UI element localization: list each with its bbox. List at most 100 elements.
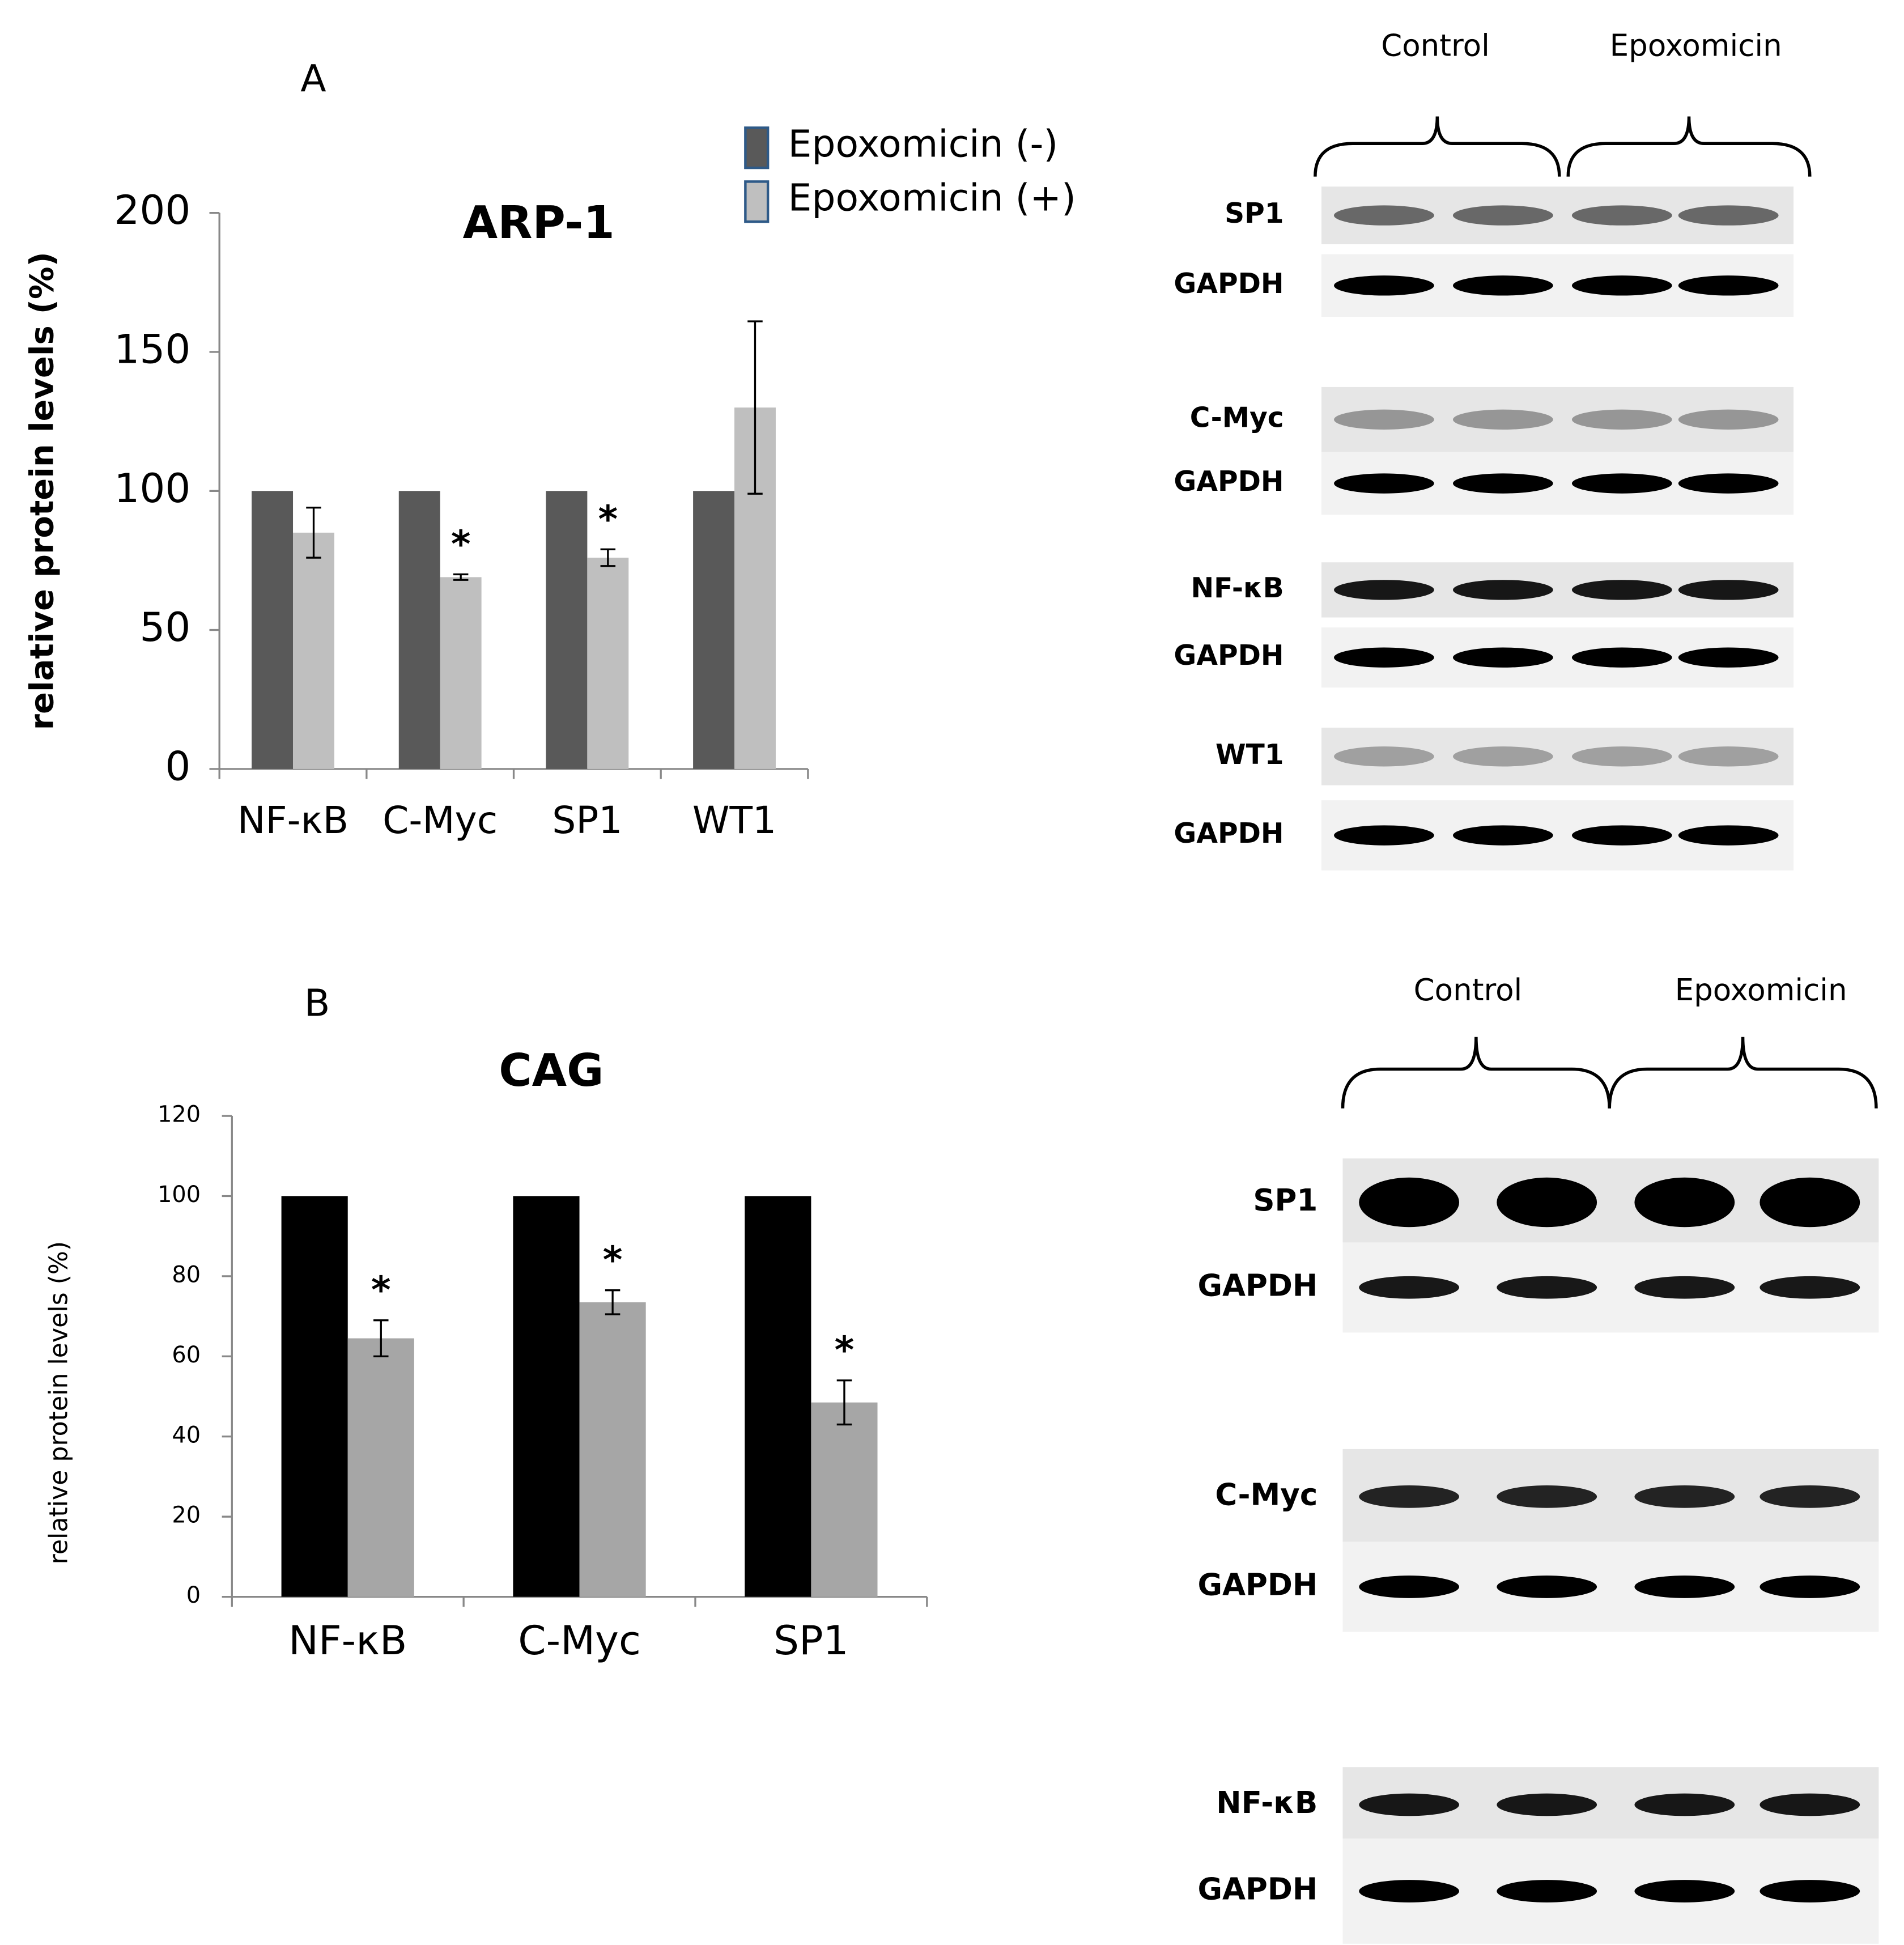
blot-band [1334, 746, 1434, 767]
blot-band [1452, 647, 1553, 668]
bar [811, 1402, 878, 1597]
group-label: Epoxomicin [1610, 28, 1782, 63]
x-tick-label: NF-κB [237, 798, 348, 842]
bar [398, 491, 440, 769]
bracket [1608, 1037, 1878, 1109]
x-tick-label: NF-κB [288, 1617, 407, 1664]
bar [252, 491, 294, 769]
blot-band [1359, 1276, 1460, 1299]
blot-row-label: NF-κB [1191, 572, 1284, 604]
bar [293, 532, 334, 769]
bar [513, 1196, 580, 1597]
blot-band [1334, 409, 1434, 430]
error-bar [605, 1289, 620, 1315]
chart-title: ARP-1 [463, 196, 615, 249]
blot-band [1359, 1485, 1460, 1508]
blot-band [1497, 1485, 1597, 1508]
error-bar [747, 320, 763, 495]
significance-marker: * [371, 1268, 391, 1312]
bar [579, 1302, 646, 1597]
blot-panel [1321, 387, 1794, 452]
blot-band [1452, 275, 1553, 296]
blot-band [1359, 1177, 1460, 1228]
y-tick-label: 0 [186, 1582, 201, 1608]
blot-row-label: GAPDH [1198, 1568, 1318, 1603]
error-bar [306, 507, 321, 559]
blot-band [1497, 1276, 1597, 1299]
blot-band [1678, 746, 1779, 767]
group-label: Control [1381, 28, 1490, 63]
y-axis-label: relative protein levels (%) [45, 1241, 74, 1564]
error-bar [453, 573, 469, 581]
legend-swatch [744, 180, 770, 223]
x-tick-label: SP1 [774, 1617, 849, 1664]
bracket [1314, 116, 1561, 177]
blot-band [1760, 1880, 1860, 1902]
blot-band [1571, 580, 1672, 600]
y-axis-label: relative protein levels (%) [23, 252, 61, 730]
bracket [1566, 116, 1812, 177]
blot-band [1497, 1793, 1597, 1816]
x-tick-label: C-Myc [382, 798, 498, 842]
significance-marker: * [835, 1328, 855, 1372]
blot-band [1452, 473, 1553, 494]
error-bar [600, 548, 616, 567]
blot-band [1678, 580, 1779, 600]
blot-band [1452, 409, 1553, 430]
y-tick-label: 40 [172, 1422, 201, 1448]
blot-band [1334, 205, 1434, 226]
y-tick-label: 0 [165, 742, 190, 789]
blot-band [1571, 409, 1672, 430]
x-tick-label: WT1 [692, 798, 776, 842]
y-tick-label: 120 [158, 1102, 201, 1128]
bar [587, 558, 629, 769]
blot-row-label: SP1 [1225, 198, 1284, 230]
blot-band [1334, 580, 1434, 600]
blot-row-label: C-Myc [1190, 402, 1284, 434]
blot-band [1571, 825, 1672, 846]
blot-band [1571, 647, 1672, 668]
blot-row-label: SP1 [1253, 1183, 1318, 1218]
blot-band [1334, 825, 1434, 846]
y-tick-label: 200 [114, 186, 190, 233]
blot-row-label: C-Myc [1215, 1477, 1318, 1512]
blot-band [1634, 1575, 1735, 1598]
legend-label: Epoxomicin (+) [788, 176, 1076, 220]
y-tick-label: 50 [139, 604, 190, 651]
x-tick-label: SP1 [552, 798, 622, 842]
legend-label: Epoxomicin (-) [788, 122, 1059, 166]
blot-band [1571, 205, 1672, 226]
blot-band [1497, 1575, 1597, 1598]
bar [546, 491, 588, 769]
blot-band [1678, 825, 1779, 846]
blot-band [1634, 1177, 1735, 1228]
panel-label: A [300, 57, 326, 101]
blot-band [1634, 1793, 1735, 1816]
blot-band [1678, 647, 1779, 668]
blot-band [1571, 275, 1672, 296]
blot-band [1452, 746, 1553, 767]
blot-row-label: GAPDH [1174, 268, 1284, 300]
blot-row-label: GAPDH [1174, 818, 1284, 850]
blot-band [1497, 1880, 1597, 1902]
error-bar [373, 1319, 389, 1357]
significance-marker: * [598, 497, 618, 541]
blot-band [1760, 1177, 1860, 1228]
blot-band [1334, 275, 1434, 296]
blot-row-label: WT1 [1216, 739, 1284, 771]
blot-band [1634, 1485, 1735, 1508]
blot-band [1634, 1880, 1735, 1902]
blot-band [1359, 1793, 1460, 1816]
blot-row-label: GAPDH [1198, 1872, 1318, 1907]
blot-band [1571, 473, 1672, 494]
blot-band [1760, 1485, 1860, 1508]
chart-title: CAG [499, 1044, 604, 1097]
significance-marker: * [603, 1238, 623, 1282]
blot-band [1678, 275, 1779, 296]
y-tick-label: 80 [172, 1262, 201, 1288]
blot-band [1760, 1276, 1860, 1299]
bar [745, 1196, 811, 1597]
blot-band [1452, 205, 1553, 226]
